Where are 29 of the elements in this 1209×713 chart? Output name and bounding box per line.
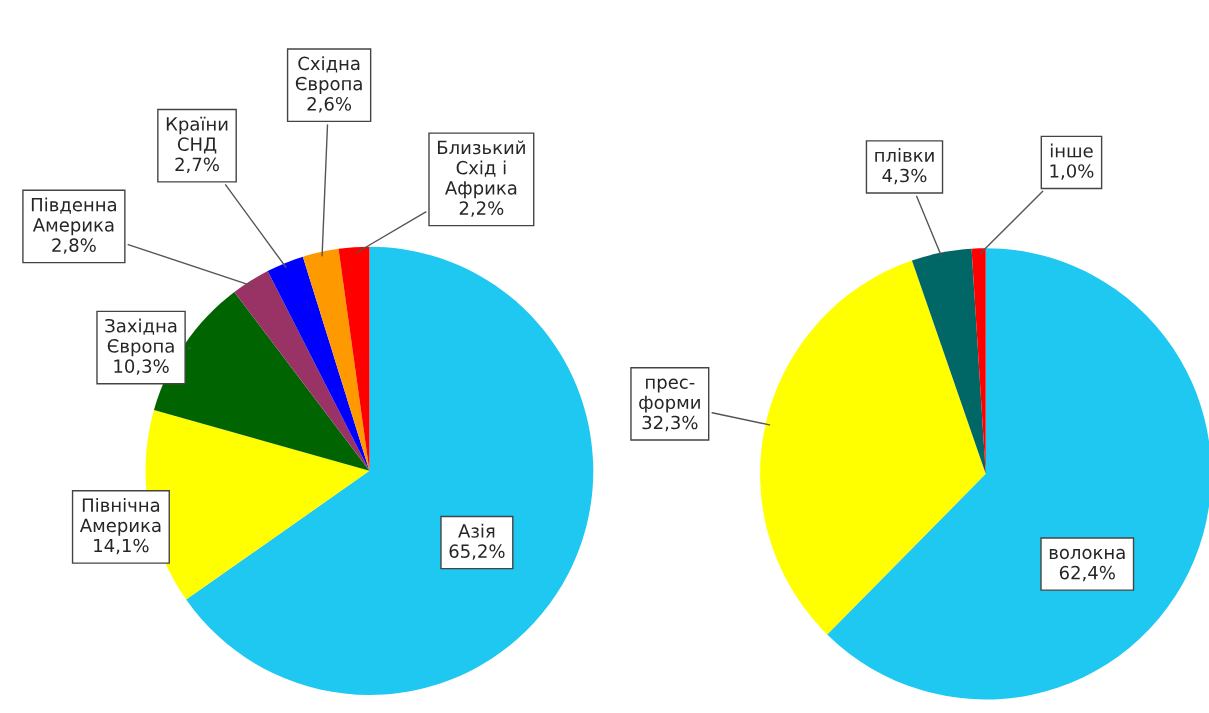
pie-slice xyxy=(827,248,1209,700)
data-label: 4,3% xyxy=(882,168,927,185)
pie-slice xyxy=(302,248,370,471)
slice-label: Північна Америка xyxy=(79,497,161,536)
slice-label: Південна Америка xyxy=(31,197,116,236)
pie-slice xyxy=(267,256,370,471)
pie-slice xyxy=(186,246,594,696)
data-label: 2,7% xyxy=(175,157,219,174)
pie-slice xyxy=(234,271,370,471)
data-label: 2,8% xyxy=(52,238,96,254)
slice-label: плівки xyxy=(875,148,934,162)
pie-slice xyxy=(911,248,986,474)
slice-label: Азія xyxy=(458,523,495,538)
data-label: 32,3% xyxy=(642,415,698,432)
data-label: 14,1% xyxy=(94,538,149,555)
data-label: 65,2% xyxy=(449,544,505,560)
slice-label: інше xyxy=(1050,143,1093,158)
slice-label: Західна Європа xyxy=(105,318,177,357)
pie-slice xyxy=(760,260,986,635)
data-label: 10,3% xyxy=(114,359,169,375)
slice-label: волокна xyxy=(1049,548,1125,560)
data-label: 2,6% xyxy=(307,97,352,113)
slice-label: прес- форми xyxy=(639,378,700,413)
slice-label: Близький Схід і Африка xyxy=(437,140,525,199)
data-label: 62,4% xyxy=(1059,565,1115,582)
slice-label: Східна Європа xyxy=(295,56,362,94)
slice-label: Країни СНД xyxy=(166,116,228,154)
data-label: 2,2% xyxy=(459,201,504,217)
data-label: 1,0% xyxy=(1050,164,1094,180)
